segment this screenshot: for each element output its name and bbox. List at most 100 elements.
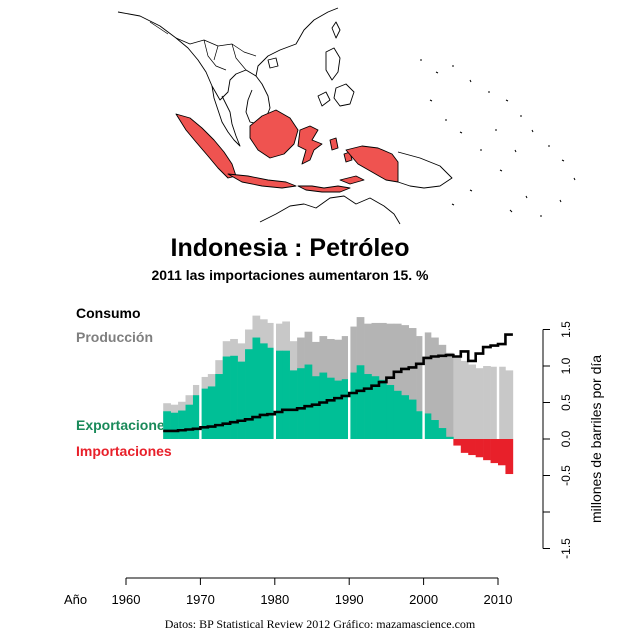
export-bar-1983: [297, 368, 305, 439]
export-bar-1971: [207, 386, 216, 439]
timor: [339, 175, 365, 185]
production-bar-2000: [423, 332, 432, 439]
export-bar-1997: [401, 395, 410, 439]
legend-consumption: Consumo: [76, 305, 141, 321]
import-bar-2010: [498, 439, 506, 466]
malay-peninsula: [211, 85, 241, 147]
export-bar-1988: [334, 380, 343, 439]
export-bar-1966: [170, 412, 179, 439]
x-tick-label: 1990: [335, 592, 364, 607]
export-bar-2001: [431, 420, 439, 439]
x-tick-label: 1980: [260, 592, 289, 607]
x-tick-label: 2000: [409, 592, 438, 607]
y-tick-label: -1.5: [559, 538, 573, 559]
australia-north-coast: [259, 195, 401, 225]
export-bar-1969: [192, 395, 201, 439]
y-tick-label: 1.0: [559, 357, 573, 374]
production-bar-2005: [460, 360, 469, 439]
export-bar-1986: [319, 372, 328, 439]
hainan: [267, 57, 279, 69]
export-bar-1992: [364, 374, 372, 439]
production-bar-2006: [468, 364, 476, 439]
production-bar-2008: [483, 366, 491, 439]
y-tick-label: -0.5: [559, 465, 573, 486]
export-bar-1968: [185, 404, 194, 439]
export-bar-2003: [445, 436, 454, 439]
export-bar-1990: [349, 372, 357, 439]
export-bar-1974: [230, 355, 238, 439]
export-bar-1991: [356, 365, 365, 439]
import-bar-2009: [490, 439, 499, 464]
sulawesi: [297, 125, 323, 165]
x-tick-label: 2010: [484, 592, 513, 607]
exports-series: [163, 337, 454, 439]
production-bar-2011: [505, 370, 514, 439]
production-bar-1996: [393, 323, 402, 439]
export-bar-2000: [423, 413, 432, 439]
y-axis-label: millones de barriles por día: [588, 355, 604, 523]
import-bar-2005: [460, 439, 469, 453]
export-bar-1999: [416, 411, 424, 439]
export-bar-1998: [408, 399, 417, 439]
export-bar-1995: [386, 384, 395, 439]
legend-imports: Importaciones: [76, 443, 172, 459]
x-axis: 1960 1970 1980 1990 2000 2010: [112, 577, 513, 607]
import-bar-2004: [453, 439, 462, 446]
import-bar-2007: [475, 439, 484, 458]
export-bar-1975: [237, 361, 246, 439]
indonesia-highlight: [175, 109, 399, 193]
export-bar-1981: [282, 350, 290, 439]
imports-series: [453, 439, 514, 475]
java: [227, 173, 297, 189]
production-bar-1995: [386, 323, 395, 439]
export-bar-1984: [304, 364, 313, 439]
decade-lines: [199, 311, 500, 439]
export-bar-1976: [245, 349, 253, 439]
export-bar-1970: [200, 388, 209, 439]
export-bar-1982: [289, 370, 298, 439]
footer-credit: Datos: BP Statistical Review 2012 Gráfic…: [165, 617, 476, 631]
philippines: [317, 47, 355, 107]
x-tick-label: 1970: [186, 592, 215, 607]
production-bar-2001: [431, 337, 439, 439]
consumption-series-line: [163, 333, 513, 433]
export-bar-1980: [274, 350, 283, 439]
export-bar-1985: [312, 376, 320, 439]
y-tick-label: 0.0: [559, 430, 573, 447]
production-bar-2007: [475, 368, 484, 439]
production-bar-2010: [498, 366, 506, 439]
x-tick-label: 1960: [112, 592, 141, 607]
chart-subtitle: 2011 las importaciones aumentaron 15. %: [151, 267, 429, 283]
production-bar-1998: [408, 328, 417, 439]
import-bar-2008: [483, 439, 491, 461]
y-tick-label: 1.5: [559, 321, 573, 338]
mainland-coastline: [117, 7, 339, 101]
export-bar-1996: [393, 390, 402, 439]
import-bar-2006: [468, 439, 476, 456]
pacific-islands: [420, 59, 576, 217]
export-bar-1965: [163, 411, 171, 439]
production-bar-2009: [490, 366, 499, 439]
production-bar-2004: [453, 356, 462, 439]
import-bar-2011: [505, 439, 514, 475]
lesser-sunda: [297, 185, 351, 193]
production-bar-2002: [438, 344, 447, 439]
sumatra: [175, 113, 237, 179]
export-bar-2002: [438, 428, 447, 439]
export-bar-1973: [222, 356, 231, 439]
production-bar-2003: [445, 352, 454, 439]
export-bar-1989: [341, 379, 350, 439]
export-bar-1993: [371, 376, 380, 439]
papua-new-guinea: [397, 151, 453, 189]
export-bar-1972: [215, 374, 224, 439]
southeast-asia-map: [117, 7, 576, 225]
borneo: [249, 109, 299, 159]
x-axis-label: Año: [64, 592, 87, 607]
export-bar-1979: [267, 347, 276, 439]
production-bar-1999: [416, 336, 424, 439]
export-bar-1987: [326, 377, 335, 439]
production-bar-1997: [401, 325, 410, 439]
country-borders: [149, 21, 257, 71]
taiwan: [331, 21, 341, 39]
